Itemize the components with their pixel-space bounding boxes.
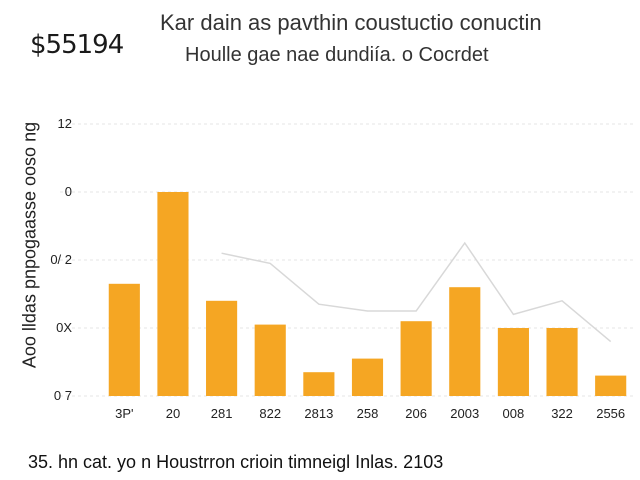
bar-2 [206,300,238,396]
bar-3 [254,324,286,396]
trend-line-group [221,241,612,343]
bar-9 [546,328,578,396]
y-tick-label-2: 0/ 2 [50,252,72,267]
x-axis-label: 35. hn cat. yo n Houstrron crioin timnei… [28,452,444,472]
bar-5 [351,358,384,396]
chart-title: Kar dain as pavthin coustuctio conuctin [160,10,542,35]
x-tick-label-5: 258 [357,406,379,421]
trend-line [221,241,612,343]
x-tick-label-4: 2813 [304,406,333,421]
x-tick-label-6: 206 [405,406,427,421]
x-tick-label-3: 822 [259,406,281,421]
bar-0 [108,283,140,396]
y-tick-label-3: 0 [65,184,72,199]
bar-8 [497,328,529,396]
y-tick-label-0: 0 7 [54,388,72,403]
bar-7 [449,287,481,396]
x-tick-label-9: 322 [551,406,573,421]
y-tick-label-1: 0X [56,320,72,335]
bar-10 [595,375,627,396]
x-ticks-group: 3P' 20 281 822 2813 258 206 2003 008 322 2556 [115,406,625,421]
chart-subtitle: Houlle gae nae dundiía. o Cocrdet [185,44,489,66]
y-ticks-group: 0 7 0X 0/ 2 0 12 [50,116,72,403]
bar-4 [303,372,335,396]
x-tick-label-1: 20 [166,406,180,421]
y-tick-label-4: 12 [58,116,72,131]
x-tick-label-2: 281 [211,406,233,421]
x-tick-label-8: 008 [503,406,525,421]
bar-6 [400,321,432,396]
x-tick-label-7: 2003 [450,406,479,421]
corner-value-label: $55194 [30,30,124,60]
bars-group [108,192,627,396]
bar-1 [157,192,189,396]
x-tick-label-0: 3P' [115,406,133,421]
x-tick-label-10: 2556 [596,406,625,421]
